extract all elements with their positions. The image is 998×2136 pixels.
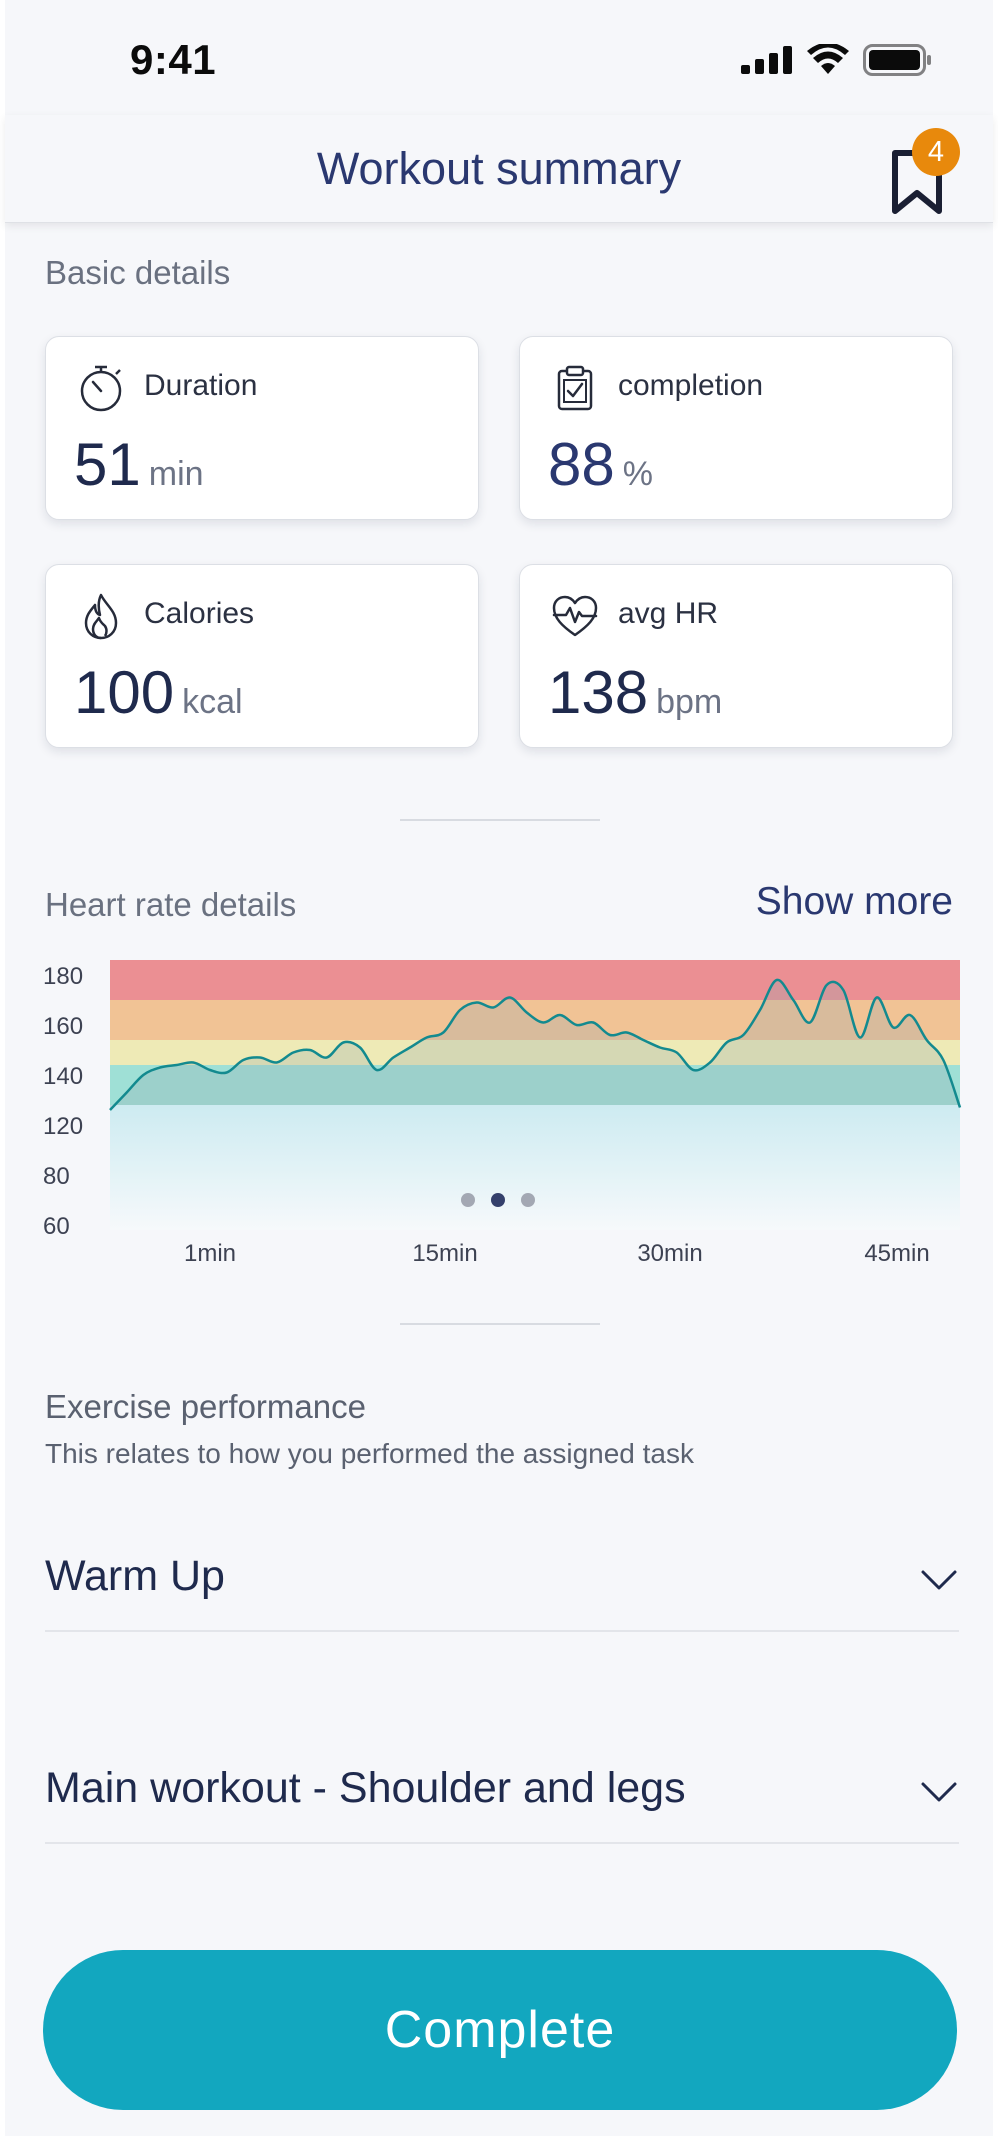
calories-unit: kcal <box>182 683 243 721</box>
accordion-label: Warm Up <box>45 1552 225 1600</box>
page-title: Workout summary <box>316 143 682 194</box>
duration-unit: min <box>148 455 204 493</box>
duration-card: Duration 51 min <box>45 336 479 520</box>
avg-hr-card: avg HR 138 bpm <box>519 564 953 748</box>
y-tick-label: 160 <box>43 1013 84 1040</box>
chart-page-indicator[interactable] <box>461 1193 535 1207</box>
chevron-down-icon <box>921 1782 957 1802</box>
y-tick-label: 140 <box>43 1063 84 1090</box>
y-tick-label: 60 <box>43 1213 70 1240</box>
status-bar: 9:41 <box>5 0 993 115</box>
section-divider <box>400 1323 600 1325</box>
y-tick-label: 80 <box>43 1163 70 1190</box>
exercise-performance-title: Exercise performance <box>45 1388 366 1425</box>
clipboard-check-icon <box>557 365 593 411</box>
completion-number: 88 <box>548 431 615 498</box>
cellular-signal-icon <box>741 46 792 74</box>
header: Workout summary <box>5 115 993 223</box>
complete-button[interactable]: Complete <box>43 1950 957 2110</box>
completion-label: completion <box>618 369 764 402</box>
completion-card: completion 88 % <box>519 336 953 520</box>
completion-unit: % <box>622 455 653 493</box>
completion-value: 88 % <box>548 435 653 495</box>
page-dot-active[interactable] <box>491 1193 505 1207</box>
heart-rate-details-label: Heart rate details <box>45 886 297 923</box>
heart-pulse-icon <box>552 595 598 637</box>
y-tick-label: 120 <box>43 1113 84 1140</box>
duration-value: 51 min <box>74 435 204 495</box>
calories-card: Calories 100 kcal <box>45 564 479 748</box>
flame-icon <box>84 593 118 640</box>
stopwatch-icon <box>80 365 122 412</box>
section-divider <box>400 819 600 821</box>
accordion-main-workout[interactable]: Main workout - Shoulder and legs <box>45 1728 959 1844</box>
exercise-performance-subtitle: This relates to how you performed the as… <box>45 1438 695 1469</box>
heart-rate-zone-band <box>110 960 960 1000</box>
heart-rate-plot <box>109 960 962 1230</box>
basic-details-label: Basic details <box>45 254 231 291</box>
calories-label: Calories <box>144 597 255 630</box>
page-dot[interactable] <box>521 1193 535 1207</box>
avg-hr-value: 138 bpm <box>548 663 722 723</box>
status-time: 9:41 <box>130 36 217 83</box>
low-zone-band <box>110 1105 960 1230</box>
x-tick-label: 45min <box>864 1240 930 1267</box>
show-more-link[interactable]: Show more <box>755 880 953 923</box>
x-tick-label: 15min <box>412 1240 478 1267</box>
duration-number: 51 <box>74 431 141 498</box>
heart-rate-zone-band <box>110 1065 960 1105</box>
battery-icon <box>863 44 931 76</box>
workout-summary-screen: 9:41 Workout summary 4 <box>5 0 993 2136</box>
accordion-label: Main workout - Shoulder and legs <box>45 1764 686 1812</box>
chevron-down-icon <box>921 1570 957 1590</box>
page-dot[interactable] <box>461 1193 475 1207</box>
heart-rate-series-line <box>109 978 962 1111</box>
duration-label: Duration <box>144 369 258 402</box>
status-icons <box>741 44 933 76</box>
accordion-warm-up[interactable]: Warm Up <box>45 1516 959 1632</box>
avg-hr-number: 138 <box>548 659 649 726</box>
heart-rate-zone-band <box>110 1040 960 1065</box>
calories-value: 100 kcal <box>74 663 243 723</box>
avg-hr-label: avg HR <box>618 597 719 630</box>
heart-rate-chart: 180 160 140 120 80 60 1min 15min 30min 4… <box>5 950 993 1280</box>
x-tick-label: 30min <box>637 1240 703 1267</box>
notification-badge: 4 <box>912 128 960 176</box>
y-tick-label: 180 <box>43 963 84 990</box>
avg-hr-unit: bpm <box>656 683 723 721</box>
heart-rate-area <box>110 979 960 1110</box>
wifi-icon <box>807 44 849 74</box>
calories-number: 100 <box>74 659 175 726</box>
x-tick-label: 1min <box>183 1240 237 1267</box>
